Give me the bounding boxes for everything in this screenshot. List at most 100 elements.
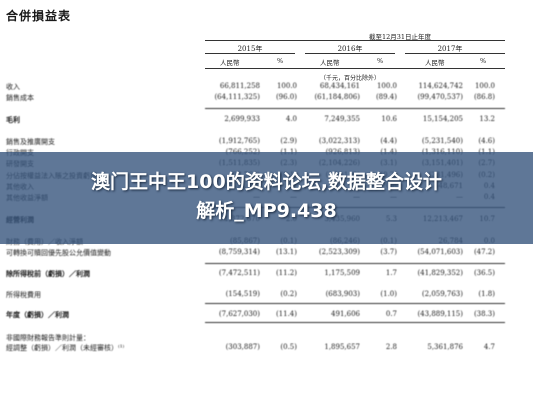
row-value: (0.5) (280, 343, 297, 351)
banner-line-2: 解析_MP9.438 (196, 200, 337, 222)
col-header-pct-2016: % (377, 57, 384, 65)
row-value: (154,519) (225, 290, 260, 298)
overlay-banner (0, 152, 533, 244)
table-row: 所得稅費用 (154,519) (0.2) (683,903) (1.0) (2,059,… (0, 290, 533, 300)
row-value: (43,889,115) (417, 310, 463, 318)
row-label: 所得稅費用 (6, 291, 41, 299)
row-value: (86.8) (473, 93, 495, 101)
row-value: (2,059,763) (421, 290, 463, 298)
row-value: (683,903) (325, 290, 360, 298)
year-2017: 2017年 (437, 45, 463, 53)
table-row: 毛利 2,699,933 4.0 7,249,355 10.6 15,154,205 13.… (0, 115, 533, 125)
row-value: (2.9) (280, 137, 297, 145)
row-value: (0.2) (280, 290, 297, 298)
row-value: (1,912,765) (218, 137, 260, 145)
row-value: (2,523,309) (318, 248, 360, 256)
row-value: (41,829,352) (417, 269, 463, 277)
row-label: 毛利 (6, 115, 20, 124)
row-value: (4.6) (478, 137, 495, 145)
table-rule (205, 108, 505, 109)
row-value: (7,472,511) (218, 269, 260, 277)
col-header-rmb-2017: 人民幣 (425, 59, 445, 67)
row-value: (38.3) (473, 310, 495, 318)
row-value: 491,606 (331, 310, 360, 318)
row-value: (64,111,325) (214, 93, 260, 101)
table-row: 銷售及推廣開支 (1,912,765) (2.9) (3,022,313) (4.4) (… (0, 137, 533, 147)
table-row: 銷售成本 (64,111,325) (96.0) (61,184,806) (89.4)… (0, 93, 533, 103)
year-2016: 2016年 (337, 45, 363, 53)
header-rule-top (205, 40, 505, 41)
row-value: (96.0) (275, 93, 297, 101)
row-value: 2,699,933 (224, 115, 260, 123)
row-label: 除所得稅前（虧損）／利潤 (6, 269, 90, 278)
row-value: 13.2 (479, 115, 495, 123)
table-row: 可轉換可贖回優先股公允價值變動 (8,759,314) (13.1) (2,523,3… (0, 248, 533, 258)
table-row: 收入 66,811,258 100.0 68,434,161 100.0 114,624,… (0, 82, 533, 92)
row-value: (8,759,314) (218, 248, 260, 256)
row-label: 收入 (6, 83, 20, 91)
row-value: 2.8 (385, 343, 397, 351)
row-value: 4.7 (483, 343, 495, 351)
table-rule (205, 322, 505, 323)
row-value: (99,470,537) (417, 93, 463, 101)
row-value: 1,895,657 (324, 343, 360, 351)
row-value: 4.0 (285, 115, 297, 123)
header-rule-bottom (205, 68, 505, 69)
row-value: (61,184,806) (314, 93, 360, 101)
row-value: (3.7) (380, 248, 397, 256)
table-rule (205, 303, 505, 304)
row-value: (11.4) (275, 310, 297, 318)
row-value: (89.4) (375, 93, 397, 101)
table-rule (205, 263, 505, 264)
page-title: 合併損益表 (6, 9, 72, 23)
row-value: 66,811,258 (219, 82, 260, 90)
row-value: 100.0 (276, 82, 297, 90)
table-row: 非國際財務報告準則計量： (0, 333, 533, 343)
row-value: 15,154,205 (422, 115, 463, 123)
table-row: 經調整（虧損）／利潤（未經審核）⁽¹⁾ (303,887) (0.5) 1,895,6… (0, 343, 533, 353)
year-rule-2016 (305, 53, 395, 54)
row-value: (1.0) (380, 290, 397, 298)
col-header-pct-2017: % (480, 57, 487, 65)
row-label: 銷售及推廣開支 (6, 138, 55, 146)
col-header-rmb-2016: 人民幣 (320, 59, 340, 67)
row-label: 經調整（虧損）／利潤（未經審核）⁽¹⁾ (6, 344, 125, 352)
row-value: 5,361,876 (427, 343, 463, 351)
row-value: (5,231,540) (421, 137, 463, 145)
row-value: 7,249,355 (324, 115, 360, 123)
row-value: 114,624,742 (418, 82, 463, 90)
col-header-rmb-2015: 人民幣 (220, 59, 240, 67)
row-value: 1.7 (385, 269, 397, 277)
row-value: 0.7 (385, 310, 397, 318)
row-value: (7,627,030) (218, 310, 260, 318)
row-value: (3,022,313) (318, 137, 360, 145)
row-label: 非國際財務報告準則計量： (6, 334, 90, 342)
row-value: (36.5) (473, 269, 495, 277)
year-rule-2017 (405, 53, 505, 54)
unit-note: （千元，百分比除外） (319, 75, 380, 82)
row-label: 年度（虧損）／利潤 (6, 310, 69, 319)
row-label: 銷售成本 (6, 94, 34, 102)
row-label: 可轉換可贖回優先股公允價值變動 (6, 249, 111, 257)
row-value: (4.4) (380, 137, 397, 145)
table-row: 除所得稅前（虧損）／利潤 (7,472,511) (11.2) 1,175,509 1.… (0, 269, 533, 279)
year-rule-2015 (205, 53, 295, 54)
row-value: (47.2) (473, 248, 495, 256)
row-value: 100.0 (376, 82, 397, 90)
row-value: 100.0 (474, 82, 495, 90)
row-value: (1.8) (478, 290, 495, 298)
row-value: (13.1) (275, 248, 297, 256)
row-value: 1,175,509 (324, 269, 360, 277)
row-value: 68,434,161 (319, 82, 360, 90)
col-header-pct-2015: % (277, 57, 284, 65)
row-value: (303,887) (225, 343, 260, 351)
period-header: 截至12月31日止年度 (368, 33, 432, 41)
year-2015: 2015年 (237, 45, 263, 53)
banner-headline[interactable]: 澳门王中王100的资料论坛,数据整合设计 解析_MP9.438 (0, 168, 533, 226)
row-value: 10.6 (381, 115, 397, 123)
banner-line-1: 澳门王中王100的资料论坛,数据整合设计 (91, 171, 442, 193)
row-value: (54,071,603) (417, 248, 463, 256)
table-row: 年度（虧損）／利潤 (7,627,030) (11.4) 491,606 0.7 (43,… (0, 310, 533, 320)
row-value: (11.2) (275, 269, 297, 277)
